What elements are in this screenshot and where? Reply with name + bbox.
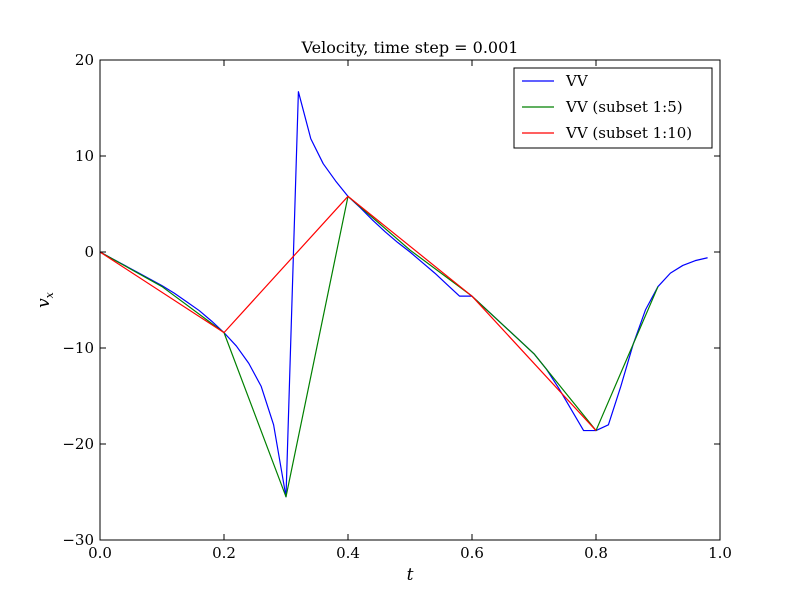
tick-layer: 0.0 0.2 0.4 0.6 0.8 1.0 20 10 0 −10 −20 −30 bbox=[62, 51, 732, 562]
series-line-vv-subset-1-5 bbox=[100, 195, 659, 498]
x-tick-label: 1.0 bbox=[708, 544, 732, 562]
y-axis-label-subscript: x bbox=[43, 291, 56, 298]
series-line-vv-subset-1-10 bbox=[100, 195, 597, 431]
plot-area-frame bbox=[99, 59, 721, 541]
x-axis-label: t bbox=[407, 565, 414, 585]
x-tick-label: 0.8 bbox=[584, 544, 608, 562]
series-layer bbox=[100, 91, 708, 498]
y-tick-label: −30 bbox=[62, 531, 94, 549]
y-tick-label: −10 bbox=[62, 339, 94, 357]
y-tick-label: 10 bbox=[75, 147, 94, 165]
x-tick-label: 0.6 bbox=[460, 544, 484, 562]
y-tick-label: 20 bbox=[75, 51, 94, 69]
x-tick-label: 0.2 bbox=[212, 544, 236, 562]
legend: VV VV (subset 1:5) VV (subset 1:10) bbox=[513, 67, 713, 149]
y-axis-label: vx bbox=[34, 291, 56, 308]
y-tick-label: 0 bbox=[84, 243, 94, 261]
x-tick-label: 0.4 bbox=[336, 544, 360, 562]
x-tick-label: 0.0 bbox=[88, 544, 112, 562]
chart-title: Velocity, time step = 0.001 bbox=[301, 38, 519, 57]
legend-label-vv-subset-1-10: VV (subset 1:10) bbox=[565, 124, 692, 142]
legend-label-vv: VV bbox=[565, 72, 589, 90]
series-line-vv bbox=[100, 91, 708, 498]
legend-label-vv-subset-1-5: VV (subset 1:5) bbox=[565, 98, 683, 116]
y-axis-label-main: v bbox=[34, 298, 54, 308]
y-tick-label: −20 bbox=[62, 435, 94, 453]
